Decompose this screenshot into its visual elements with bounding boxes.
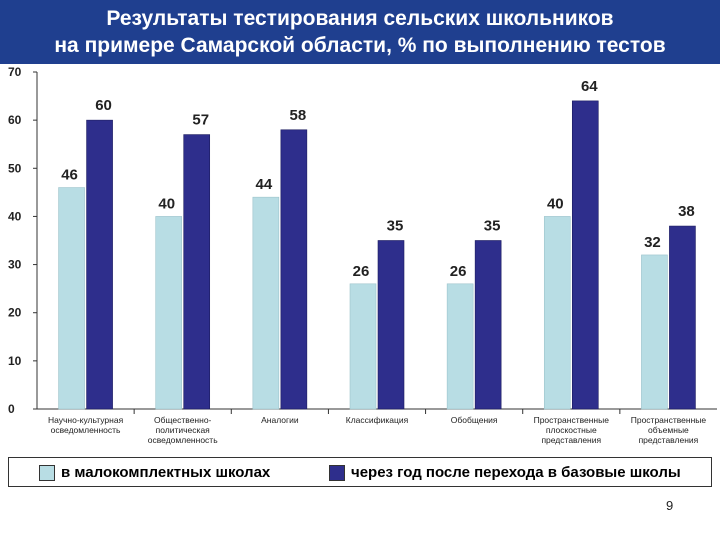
bar: [669, 225, 696, 410]
y-tick-label: 0: [8, 402, 15, 416]
data-label: 60: [95, 97, 112, 114]
x-tick-label: политическая: [156, 425, 211, 435]
legend-label-series-2: через год после перехода в базовые школы: [351, 464, 681, 481]
x-tick-label: Обобщения: [451, 415, 498, 425]
data-label: 38: [678, 203, 695, 220]
x-tick-label: представления: [541, 435, 601, 445]
x-tick-label: Классификация: [346, 415, 409, 425]
y-tick-label: 10: [8, 354, 22, 368]
bar: [543, 216, 571, 410]
x-tick-label: Пространственные: [534, 415, 610, 425]
y-tick-label: 20: [8, 306, 22, 320]
y-tick-label: 70: [8, 65, 22, 79]
bar: [280, 129, 308, 410]
legend: в малокомплектных школах через год после…: [8, 457, 712, 487]
bar: [474, 240, 502, 410]
bar: [183, 134, 211, 410]
y-tick-label: 60: [8, 113, 22, 127]
legend-swatch-series-2: [329, 464, 345, 481]
x-tick-label: Аналогии: [261, 415, 299, 425]
data-label: 46: [61, 167, 78, 184]
x-tick-label: осведомленность: [148, 435, 218, 445]
x-tick-label: объемные: [648, 425, 689, 435]
data-label: 35: [484, 218, 501, 235]
legend-item-series-2: через год после перехода в базовые школы: [329, 464, 681, 481]
x-tick-label: осведомленность: [51, 425, 121, 435]
data-label: 26: [353, 263, 370, 280]
x-tick-label: Общественно-: [154, 415, 212, 425]
y-tick-label: 40: [8, 209, 22, 223]
y-tick-label: 50: [8, 161, 22, 175]
bar: [641, 254, 668, 410]
data-label: 35: [387, 218, 404, 235]
data-label: 32: [644, 234, 661, 251]
legend-swatch-series-1: [39, 464, 55, 481]
legend-item-series-1: в малокомплектных школах: [39, 464, 270, 481]
data-label: 44: [256, 176, 273, 193]
page-number: 9: [666, 498, 674, 513]
bar: [446, 283, 474, 410]
bar: [58, 187, 85, 410]
data-label: 57: [192, 112, 209, 129]
title-line-1: Результаты тестирования сельских школьни…: [106, 7, 614, 30]
data-label: 58: [290, 107, 307, 124]
data-label: 26: [450, 263, 467, 280]
data-label: 40: [158, 195, 175, 212]
x-tick-label: плоскостные: [546, 425, 597, 435]
y-tick-label: 30: [8, 258, 22, 272]
bar: [155, 216, 183, 410]
bar: [252, 196, 280, 410]
x-tick-label: Пространственные: [631, 415, 707, 425]
bar: [349, 283, 377, 410]
x-tick-label: Научно-культурная: [48, 415, 124, 425]
bar-chart: 0102030405060704660Научно-культурнаяосве…: [8, 65, 717, 445]
title-line-2: на примере Самарской области, % по выпол…: [54, 34, 666, 57]
data-label: 40: [547, 195, 564, 212]
title-bar: Результаты тестирования сельских школьни…: [0, 0, 720, 64]
data-label: 64: [581, 78, 598, 95]
bar: [86, 119, 113, 410]
bar: [377, 240, 405, 410]
x-tick-label: представления: [639, 435, 699, 445]
bar: [571, 100, 599, 410]
legend-label-series-1: в малокомплектных школах: [61, 464, 271, 481]
